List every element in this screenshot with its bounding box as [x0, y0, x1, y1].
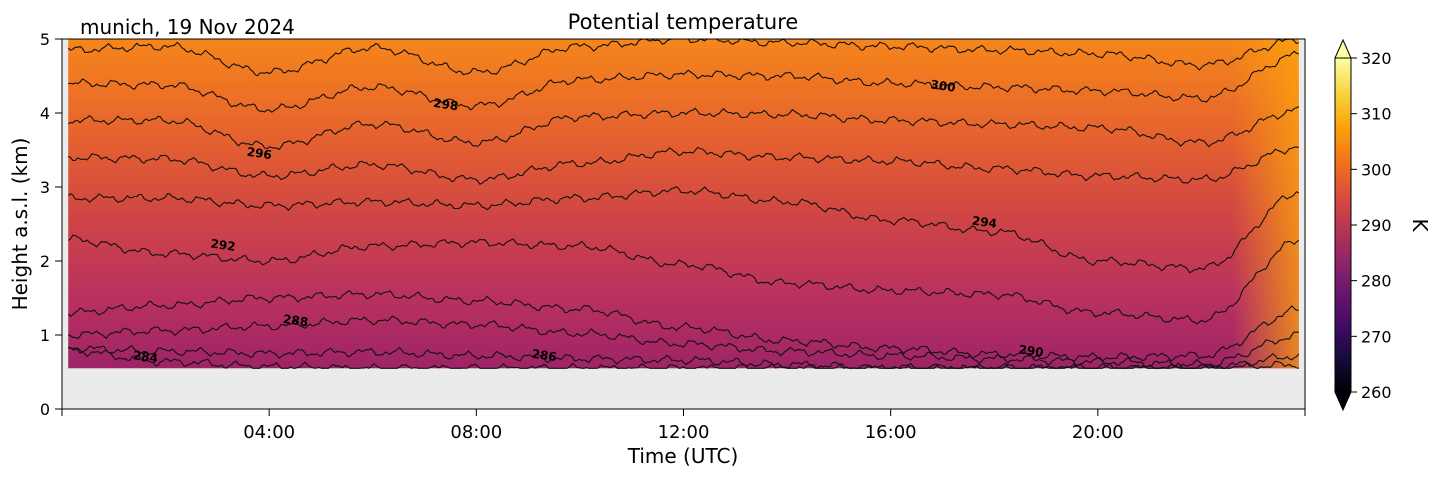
x-tick-label: 12:00: [658, 422, 710, 443]
y-axis: 0 1 2 3 4 5: [40, 30, 62, 419]
chart-subtitle: munich, 19 Nov 2024: [80, 15, 295, 39]
contour-label-284: 284: [132, 348, 159, 365]
x-tick-label: 04:00: [243, 422, 295, 443]
x-tick-label: 20:00: [1072, 422, 1124, 443]
colorbar-tick-label: 300: [1361, 160, 1392, 179]
colorbar-tick-label: 290: [1361, 216, 1392, 235]
colorbar-tick-label: 270: [1361, 327, 1392, 346]
y-tick-label: 0: [40, 400, 50, 419]
y-tick-label: 3: [40, 178, 50, 197]
isentrope-302: [67, 39, 1300, 77]
isentrope-292: [67, 234, 1300, 325]
isentrope-300: [68, 50, 1299, 113]
colorbar-tick-label: 260: [1361, 383, 1392, 402]
y-tick-label: 2: [40, 252, 50, 271]
colorbar-ticks: 260 270 280 290 300 310 320: [1351, 49, 1392, 402]
field-warm-edge: [1232, 39, 1299, 369]
isentrope-288: [67, 315, 1299, 369]
colorbar-extend-max: [1334, 38, 1352, 59]
chart-title: Potential temperature: [568, 10, 799, 34]
colorbar-gradient: [1335, 58, 1351, 392]
contour-label-290: 290: [1018, 342, 1045, 359]
contour-label-300: 300: [930, 77, 957, 94]
contour-label-294: 294: [971, 214, 998, 231]
isentrope-298: [67, 106, 1300, 151]
colorbar-tick-label: 280: [1361, 272, 1392, 291]
colorbar-tick-label: 320: [1361, 49, 1392, 68]
colorbar-tick-label: 310: [1361, 105, 1392, 124]
isentrope-290: [67, 290, 1299, 362]
colorbar-label: K: [1408, 218, 1429, 232]
x-axis: 04:00 08:00 12:00 16:00 20:00: [61, 409, 1306, 443]
contour-label-292: 292: [210, 237, 237, 254]
field-fill: [68, 39, 1299, 369]
contour-labels: 284 286 288 290 292 294 296 298 300: [132, 77, 1044, 365]
temperature-field: [68, 39, 1299, 369]
isentropes: [67, 39, 1300, 369]
contour-label-298: 298: [432, 96, 459, 113]
isentrope-294: [67, 185, 1300, 274]
contour-label-286: 286: [531, 347, 558, 364]
y-axis-label: Height a.s.l. (km): [8, 138, 32, 311]
colorbar-extend-min: [1334, 391, 1352, 412]
y-tick-label: 1: [40, 326, 50, 345]
y-tick-label: 5: [40, 30, 50, 49]
colorbar: 260 270 280 290 300 310 320 K: [1334, 38, 1429, 412]
x-tick-label: 16:00: [865, 422, 917, 443]
x-tick-label: 08:00: [450, 422, 502, 443]
isentrope-296: [67, 146, 1299, 186]
contour-label-296: 296: [246, 145, 273, 162]
y-tick-label: 4: [40, 104, 50, 123]
isentrope-286: [68, 345, 1300, 369]
x-axis-label: Time (UTC): [627, 444, 739, 468]
contour-label-288: 288: [282, 312, 309, 329]
